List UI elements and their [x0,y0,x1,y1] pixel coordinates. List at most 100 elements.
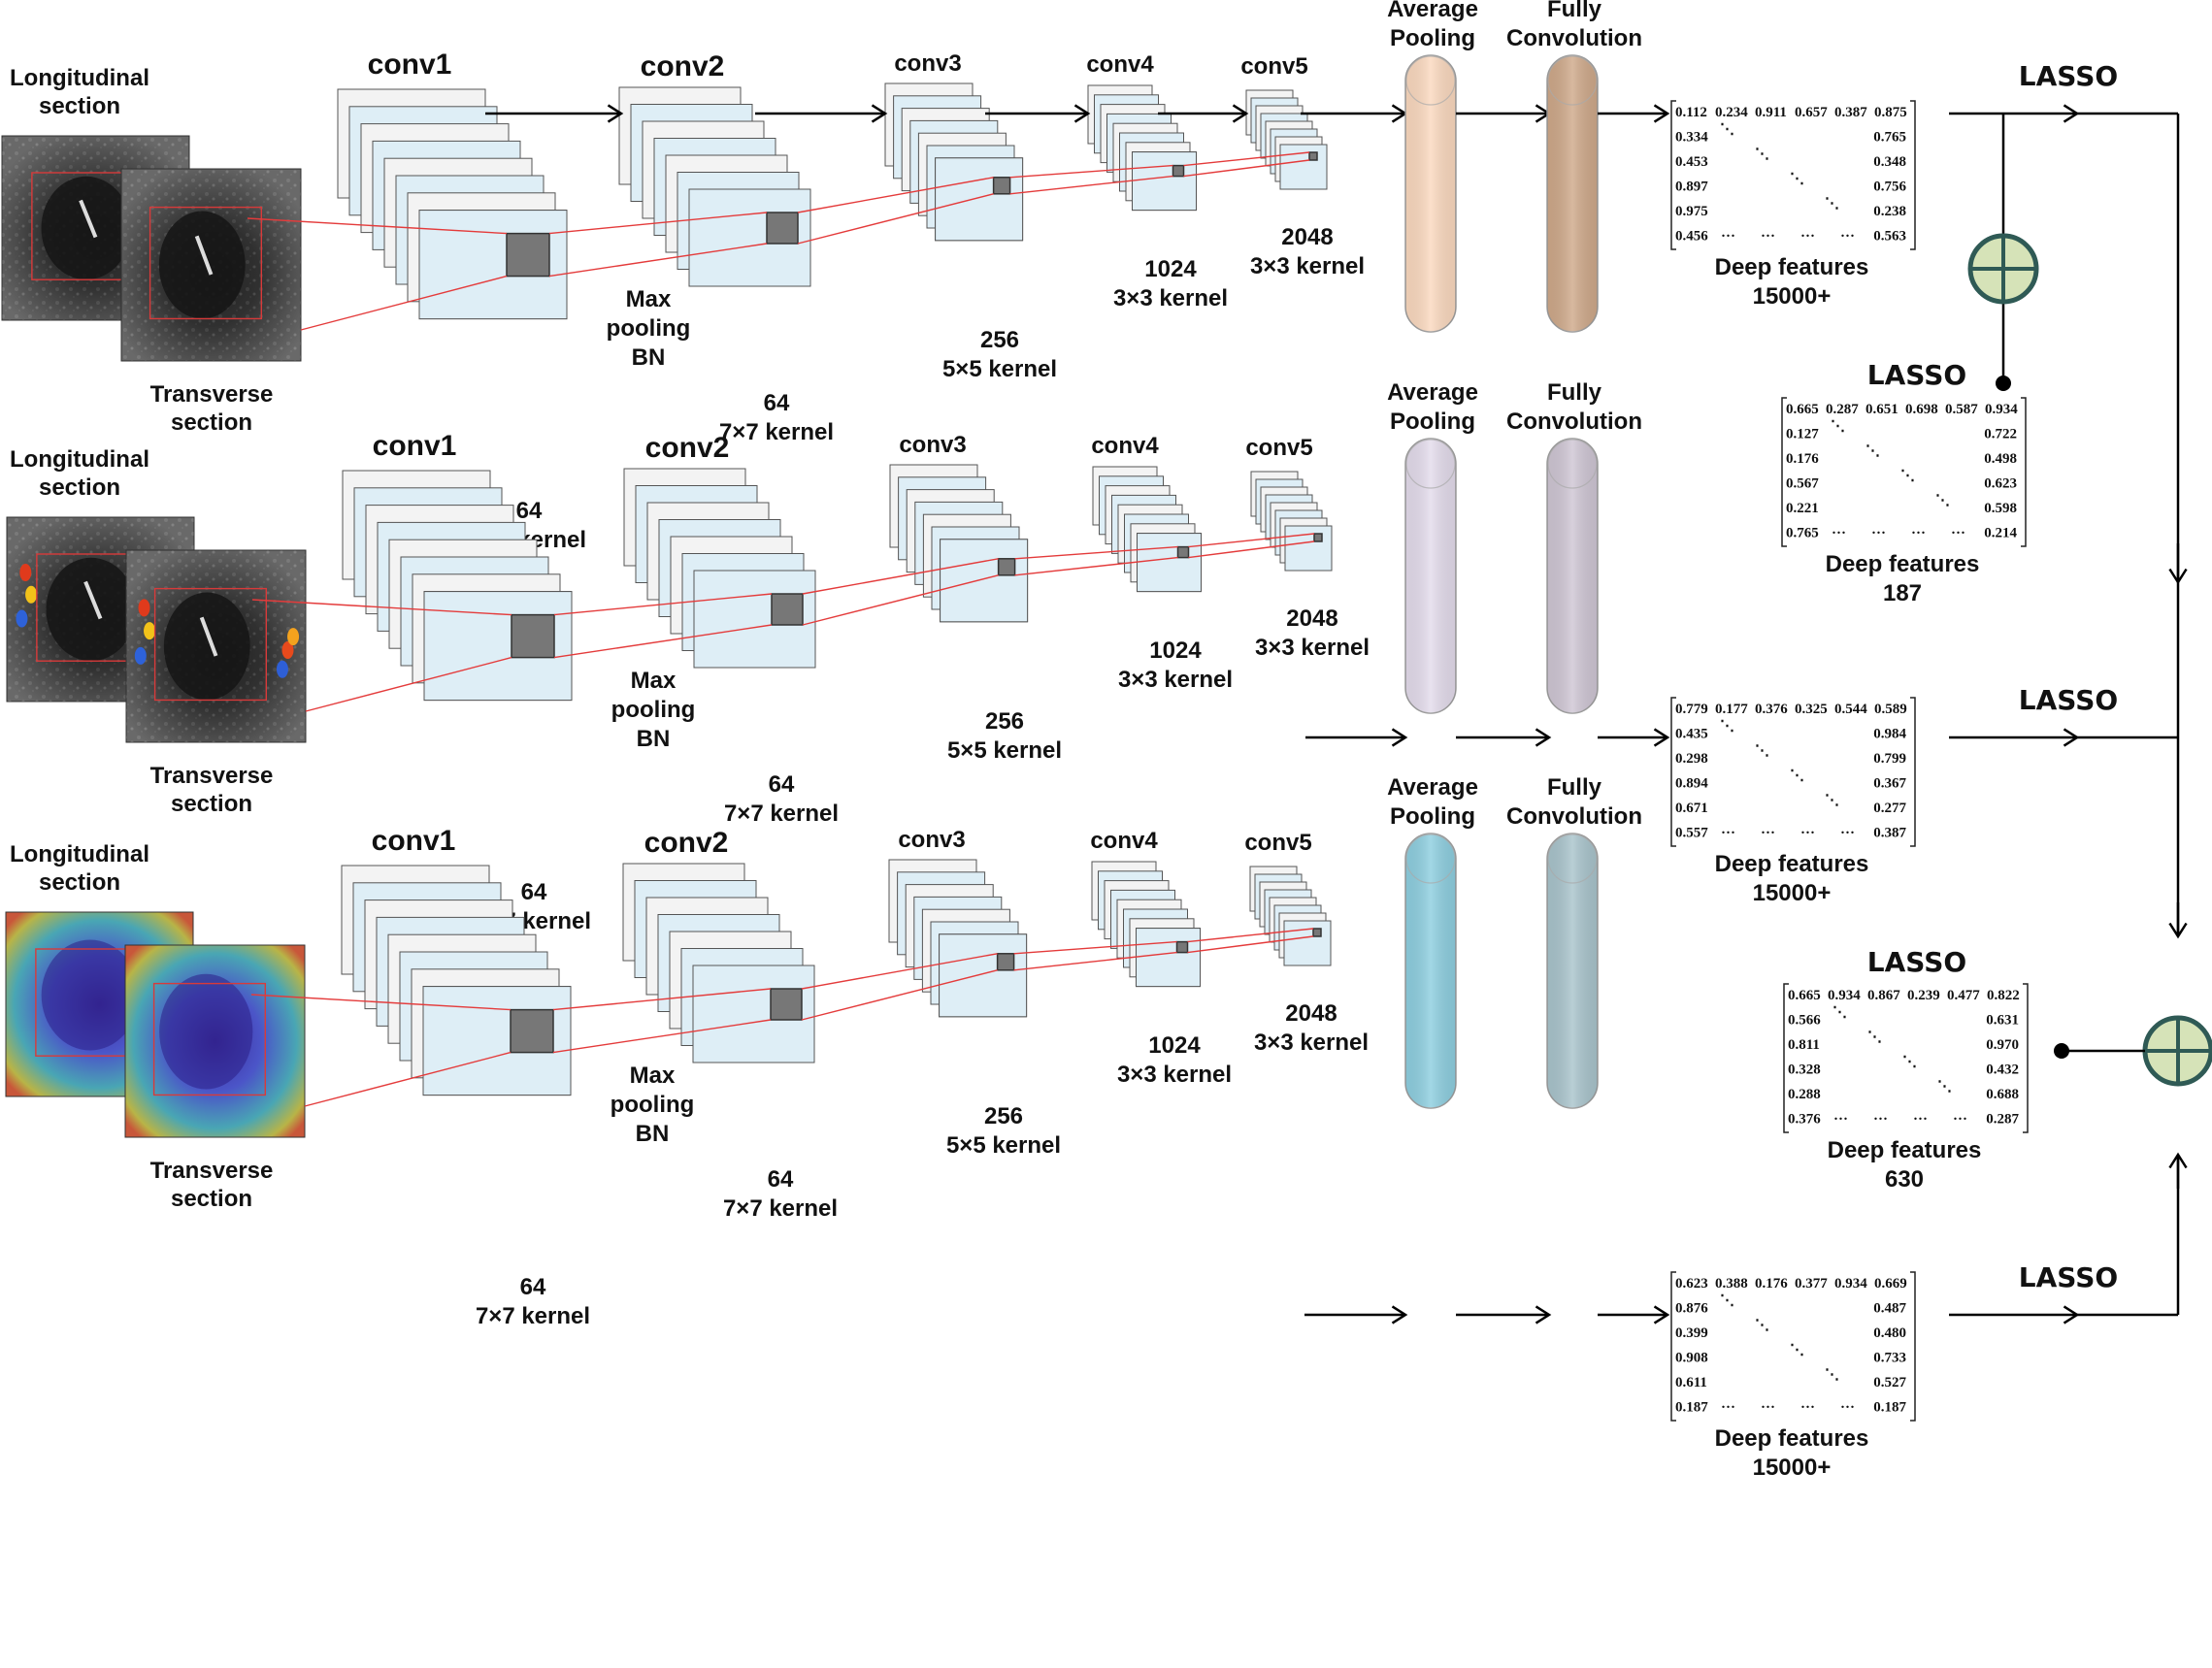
matrix-cell: 0.567 [1786,476,1819,492]
matrix-cell: 0.176 [1755,1276,1788,1292]
average-pooling-label: Pooling [1390,803,1475,830]
projection-line [1187,935,1314,954]
conv5-label: conv5 [1240,53,1307,80]
doppler-flow [276,660,288,678]
conv3-caption: 5×5 kernel [947,737,1062,764]
feature-map-front [1279,144,1328,190]
conv4-label: conv4 [1090,828,1158,854]
cylinder-shade [1405,55,1456,332]
matrix-caption: Deep features [1828,1137,1982,1163]
longitudinal-label: section [39,869,120,896]
conv5-caption: 3×3 kernel [1255,635,1370,661]
projection-line [552,988,772,1011]
matrix-cell: 0.975 [1675,204,1708,219]
matrix-cell: 0.177 [1715,702,1748,717]
matrix-cell: 0.348 [1873,154,1906,170]
conv2-caption: 7×7 kernel [719,419,834,445]
arrow-right-icon [1598,1305,1670,1325]
matrix-caption: 15000+ [1753,880,1832,906]
kernel-square [1312,928,1322,937]
matrix-cell: 0.934 [1828,988,1861,1003]
matrix-cell: 0.239 [1907,988,1940,1003]
cylinder-cap [1405,55,1456,106]
conv1-stack [337,88,568,320]
matrix-cell: 0.187 [1873,1400,1906,1416]
matrix-cell: 0.934 [1985,402,2018,417]
matrix-cell: 0.897 [1675,180,1708,195]
projection-line [1009,164,1173,179]
matrix-bracket-left [1670,1271,1676,1422]
matrix-cell: 0.733 [1873,1351,1906,1366]
kernel-square [506,232,550,278]
projection-line [548,212,768,235]
matrix-dots: ⋱ [1867,1030,1882,1045]
projection-line [1014,556,1178,576]
arrow-right-icon [1949,728,2080,747]
matrix-caption: Deep features [1826,551,1980,577]
conv3-label: conv3 [899,432,966,458]
doppler-flow [281,640,294,659]
matrix-cell: 0.671 [1675,801,1708,816]
conv3-stack [888,859,1028,1018]
matrix-cell: 0.566 [1788,1013,1821,1029]
matrix-dots: ··· [1871,526,1886,541]
average-pooling-label: Average [1387,379,1478,406]
maxpool-bn-label: pooling [607,315,691,342]
cylinder-cap [1547,439,1598,489]
average-pooling-cylinder [1404,438,1457,714]
arrow-right-icon [485,104,624,123]
matrix-bracket-left [1781,397,1787,547]
conv3-stack [884,82,1024,242]
maxpool-bn-label: BN [637,726,671,752]
conv4-label: conv4 [1091,433,1159,459]
matrix-dots: ··· [1800,1400,1815,1416]
feature-map-front [939,933,1028,1018]
fully-convolution-label: Fully [1547,0,1602,22]
kernel-square [992,177,1011,195]
average-pooling-cylinder [1404,54,1457,333]
conv5-caption: 3×3 kernel [1250,253,1365,279]
projection-line [251,599,512,616]
doppler-flow [144,622,156,640]
projection-line [1188,540,1315,559]
matrix-dots: ⋱ [1720,1293,1734,1309]
arrow-right-icon [1456,104,1552,123]
conv3-label: conv3 [894,50,961,77]
matrix-dots: ⋱ [1720,719,1734,735]
conv5-label: conv5 [1244,830,1311,856]
arrow-right-icon [1598,104,1670,123]
conv1-stack [342,470,573,702]
matrix-dots: ··· [1721,826,1735,841]
cylinder-shade [1547,439,1598,713]
lesion [46,557,137,662]
fusion-column: LASSO 0.665 0.287 0.651 0.698 0.587 0.934 0.127… [1781,112,2212,1317]
matrix-cell: 0.477 [1947,988,1980,1003]
conv1-caption: 64 [516,498,543,524]
projection-line [247,217,508,235]
matrix-bracket-right [2023,983,2029,1133]
transverse-label: Transverse [150,763,274,789]
matrix-dots: ··· [1840,1400,1855,1416]
matrix-cell: 0.435 [1675,727,1708,742]
longitudinal-label: section [39,93,120,119]
matrix-cell: 0.698 [1905,402,1938,417]
matrix-cell: 0.589 [1874,702,1907,717]
fully-convolution-cylinder [1546,833,1599,1109]
matrix-cell: 0.376 [1788,1112,1821,1128]
matrix-cell: 0.298 [1675,751,1708,767]
fully-convolution-label: Convolution [1506,803,1642,830]
projection-line [801,969,998,1021]
conv3-label: conv3 [898,827,965,853]
conv5-stack [1245,89,1328,190]
projection-line [801,953,998,990]
matrix-cell: 0.984 [1873,727,1906,742]
matrix-cell: 0.623 [1675,1276,1708,1292]
arrow-right-icon [755,104,888,123]
conv2-caption: 64 [769,771,795,798]
matrix-cell: 0.399 [1675,1325,1708,1341]
longitudinal-label: Longitudinal [10,841,149,867]
echo [79,199,98,239]
fully-convolution-label: Convolution [1506,409,1642,435]
matrix-cell: 0.277 [1873,801,1906,816]
